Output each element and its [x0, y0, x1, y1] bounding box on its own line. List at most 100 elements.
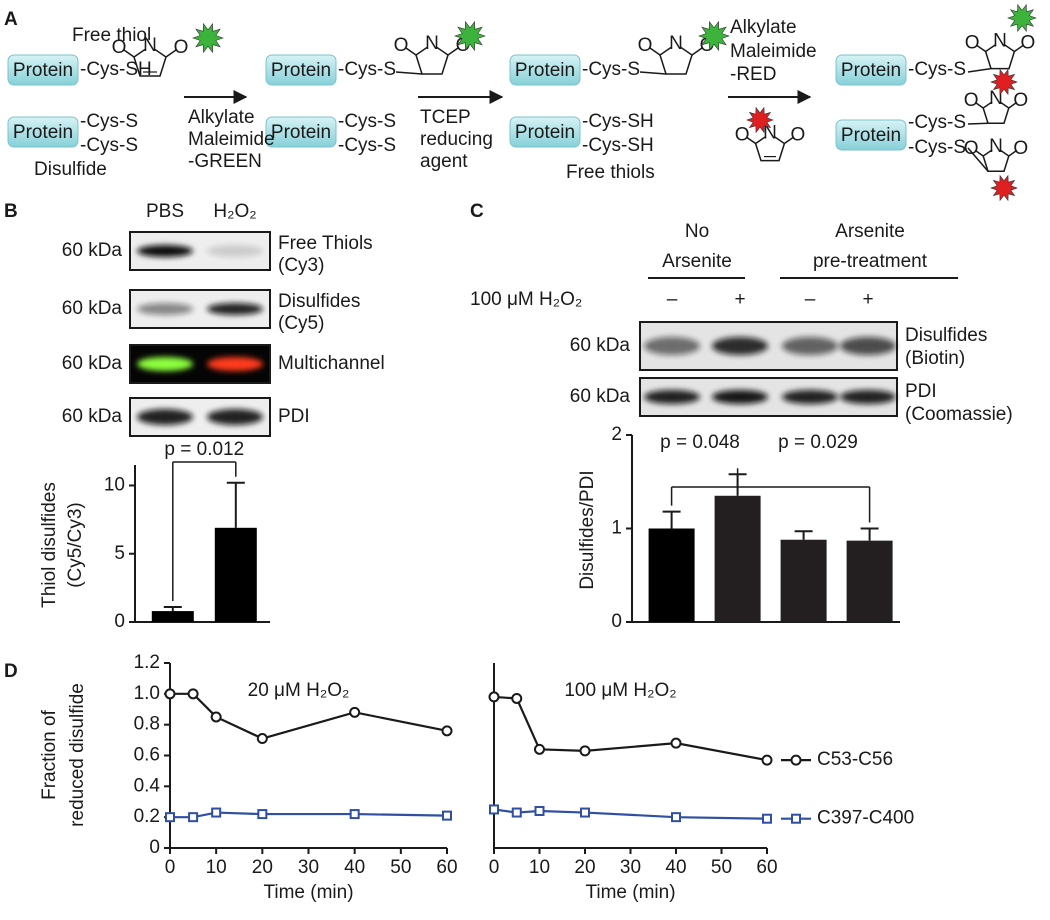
step-label: reducing: [420, 129, 493, 150]
fluorophore-star: [990, 68, 1018, 96]
fluorophore-star: [698, 20, 730, 52]
carbonyl: [405, 47, 417, 56]
cysteine-label: -Cys-SH: [582, 111, 654, 132]
y-axis-label: Fraction of: [39, 709, 60, 799]
protein-label: Protein: [841, 60, 901, 81]
atom-label: N: [669, 33, 683, 54]
y-axis-label: Thiol disulfides: [39, 482, 60, 608]
y-tick-label: 0: [611, 611, 622, 632]
bar: [648, 528, 695, 622]
protein-box: [509, 54, 581, 86]
atom-bg: [670, 38, 682, 50]
protein-label: Protein: [841, 125, 901, 146]
bar: [151, 611, 194, 622]
protein-box: [265, 54, 337, 86]
marker: [488, 691, 500, 703]
marker: [511, 692, 523, 704]
y-axis-label: Disulfides/PDI: [577, 470, 598, 589]
atom-label: O: [964, 138, 979, 159]
cysteine-label: -Cys-S: [908, 59, 966, 80]
carbonyl: [691, 47, 703, 56]
y-tick-label: 1.2: [134, 652, 160, 673]
maleimide-ring: [982, 146, 1010, 172]
cysteine-label: -Cys-S: [338, 59, 396, 80]
x-tick-label: 30: [298, 857, 319, 878]
lane-label: –: [667, 289, 678, 310]
protein-label: Protein: [13, 60, 73, 81]
p-value: p = 0.029: [778, 432, 858, 453]
atom-label: O: [964, 90, 979, 111]
atom-label: N: [143, 35, 157, 56]
x-tick-label: 20: [574, 857, 595, 878]
y-tick-label: 0.2: [134, 806, 160, 827]
marker: [256, 733, 268, 745]
protein-box: [835, 119, 907, 151]
blot-band: [644, 337, 700, 355]
x-tick-label: 0: [165, 857, 176, 878]
blot-band: [644, 390, 700, 404]
x-tick-label: 0: [489, 857, 500, 878]
bond: [967, 147, 989, 172]
step-label: TCEP: [420, 107, 471, 128]
marker: [188, 812, 199, 823]
atom-bg: [991, 142, 1001, 152]
blot-band: [840, 337, 896, 355]
blot-band: [137, 245, 193, 257]
atom-label: N: [993, 31, 1007, 52]
marker: [534, 743, 545, 755]
y-tick-label: 0.6: [134, 745, 160, 766]
step-label: Alkylate: [730, 17, 797, 38]
protein-label: Protein: [515, 60, 575, 81]
y-tick-label: 5: [114, 543, 125, 564]
legend-label: C397-C400: [817, 808, 914, 829]
molecular-weight: 60 kDa: [570, 335, 631, 356]
protein-box: [7, 54, 79, 86]
marker: [579, 745, 591, 757]
y-tick-label: 0.8: [134, 714, 160, 735]
atom-label: O: [112, 37, 127, 58]
fluorophore-star: [192, 22, 224, 54]
step-label: -GREEN: [188, 151, 262, 172]
marker: [534, 806, 545, 816]
lane-label: H₂O₂: [213, 201, 256, 222]
cysteine-label: -Cys-S: [338, 111, 396, 132]
chart-title: 100 μM H₂O₂: [564, 680, 676, 701]
y-axis-label: (Cy5/Cy3): [65, 502, 86, 588]
blot-label: Disulfides: [905, 325, 987, 346]
blot-label: Free Thiols: [278, 233, 373, 254]
molecular-weight: 60 kDa: [570, 386, 631, 407]
atom-label: N: [763, 123, 777, 144]
maleimide-ring: [754, 132, 786, 162]
lane-label: –: [805, 289, 816, 310]
y-tick-label: 0.4: [134, 775, 161, 796]
blot-sublabel: (Cy5): [278, 313, 324, 334]
molecular-weight: 60 kDa: [62, 406, 123, 427]
marker: [349, 809, 360, 820]
legend-marker: [791, 813, 801, 824]
bond: [395, 71, 423, 75]
chart-title: 20 μM H₂O₂: [248, 680, 350, 701]
marker: [349, 706, 361, 718]
bar: [714, 495, 761, 622]
carbonyl: [123, 49, 135, 58]
cysteine-label: -Cys-SH: [80, 59, 152, 80]
protein-box: [509, 116, 581, 148]
bond: [639, 71, 667, 75]
blot-band: [137, 357, 193, 371]
blot-band: [782, 337, 838, 355]
bar: [780, 539, 827, 622]
cysteine-label: -Cys-S: [908, 112, 966, 133]
marker: [489, 804, 499, 815]
atom-bg: [144, 40, 156, 52]
atom-label: N: [989, 136, 1003, 157]
blot-label: Multichannel: [278, 353, 385, 374]
panel-label: A: [4, 9, 18, 30]
lane-label: PBS: [146, 201, 184, 222]
atom-bg: [764, 128, 776, 140]
state-label: Disulfide: [34, 159, 107, 180]
marker: [580, 807, 590, 818]
fluorophore-star: [746, 106, 774, 134]
protein-label: Protein: [515, 122, 575, 143]
atom-label: O: [1021, 32, 1036, 53]
